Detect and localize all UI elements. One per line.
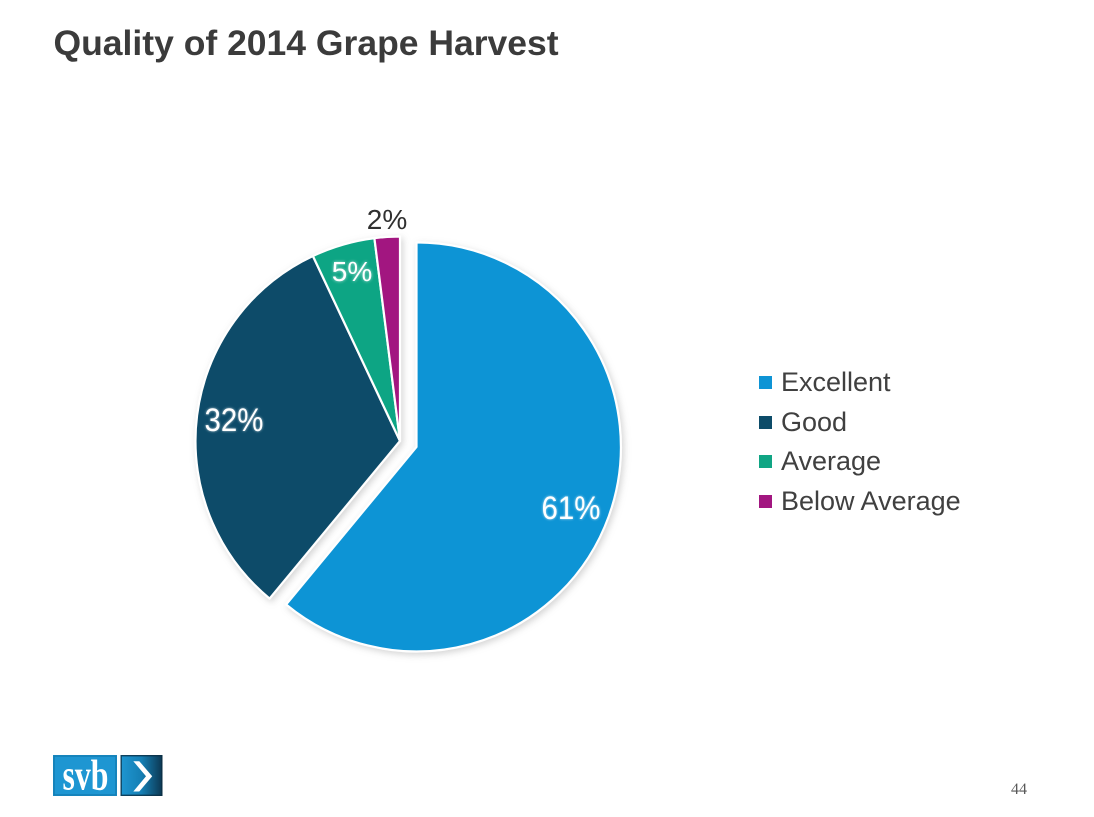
svg-text:svb: svb: [63, 752, 109, 800]
